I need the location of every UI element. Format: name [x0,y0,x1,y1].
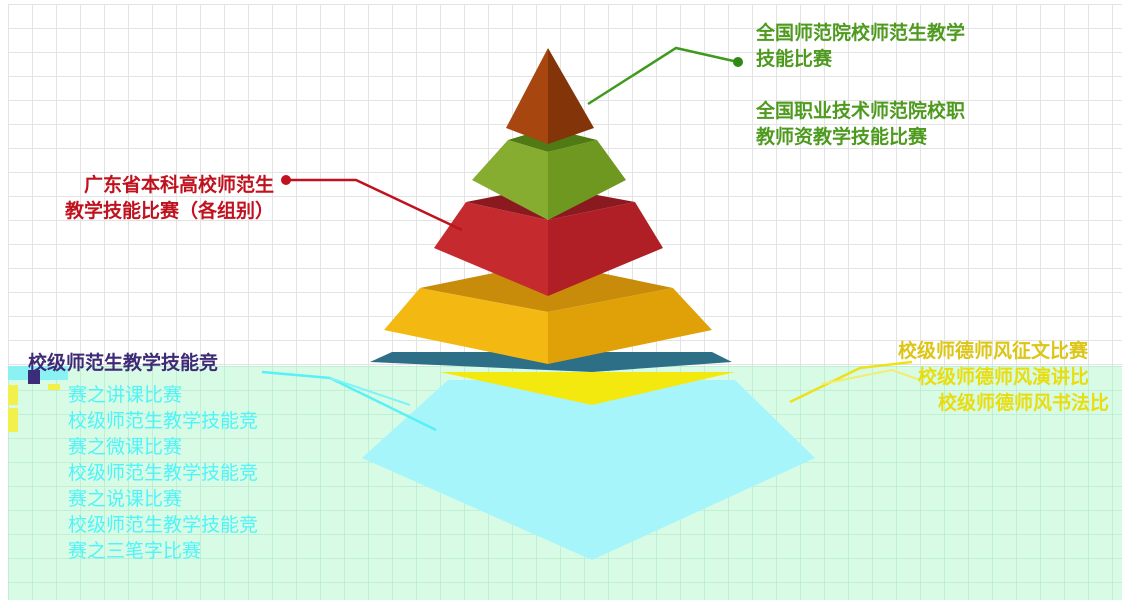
leader-line-red [286,178,463,232]
label-school-right-essay: 校级师德师风征文比赛 [898,340,1089,362]
label-national-vocational: 全国职业技术师范院校职 教师资教学技能比赛 [756,100,966,148]
school-left-item: 校级师范生教学技能竞 [68,462,259,484]
pyramid-tier-2-right [548,140,626,220]
label-school-right-speech: 校级师德师风演讲比 [918,366,1090,388]
pyramid-tier-4-right [548,288,712,364]
school-left-list: 赛之讲课比赛 校级师范生教学技能竞 赛之微课比赛 校级师范生教学技能竞 赛之说课… [68,382,258,564]
glitch-artifact [48,384,60,390]
leader-line-yellow [789,360,913,404]
label-national-normal: 全国师范院校师范生教学 技能比赛 [756,22,966,70]
leader-dot-green [733,57,743,67]
school-left-item: 校级师范生教学技能竞 [68,514,259,536]
school-left-item: 赛之微课比赛 [68,436,183,458]
glitch-artifact [28,370,40,384]
pyramid-tier-base-yellow [440,372,735,405]
school-left-item: 赛之三笔字比赛 [68,540,202,562]
leader-line-green [587,46,739,106]
pyramid-tier-base [362,380,815,560]
school-left-item: 赛之讲课比赛 [68,384,183,406]
label-school-right-calligraphy: 校级师德师风书法比 [938,392,1110,414]
label-provincial: 广东省本科高校师范生 教学技能比赛（各组别） [64,174,274,222]
pyramid-tier-3-left [434,202,548,296]
school-left-item: 赛之说课比赛 [68,488,183,510]
glitch-artifact [8,408,18,432]
pyramid-tier-2-left [472,140,548,220]
glitch-artifact [8,385,18,405]
leader-line-yellow-2 [821,368,921,385]
pyramid-tier-top-left [506,48,548,144]
pyramid-tier-top-right [548,48,594,144]
school-left-item: 校级师范生教学技能竞 [68,410,259,432]
leader-line-cyan-2 [329,377,411,406]
label-school-left-title: 校级师范生教学技能竞 [28,352,219,374]
pyramid-tier-4-left [384,288,548,364]
pyramid-tier-3-right [548,202,663,296]
leader-dot-red [281,175,291,185]
